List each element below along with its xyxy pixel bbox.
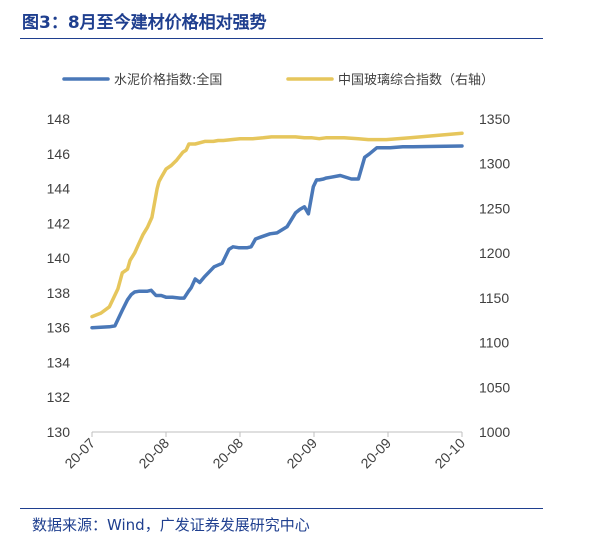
y-left-tick-label: 136: [47, 320, 71, 336]
x-tick-label: 20-09: [357, 435, 394, 472]
figure-title: 图3：8月至今建材价格相对强势: [22, 13, 267, 33]
source-note: 数据来源：Wind，广发证券发展研究中心: [32, 516, 310, 534]
series-line-cement-index: [90, 144, 464, 330]
x-tick-label: 20-09: [283, 435, 320, 472]
y-right-tick-label: 1100: [479, 335, 509, 351]
y-right-tick-label: 1300: [479, 156, 510, 172]
x-tick-label: 20-10: [431, 435, 468, 472]
legend: 水泥价格指数:全国 中国玻璃综合指数（右轴）: [62, 72, 494, 88]
series-line-glass-index: [90, 131, 464, 319]
y-right-tick-label: 1350: [479, 111, 510, 127]
y-left-tick-label: 138: [47, 285, 71, 301]
x-tick-label: 20-08: [135, 435, 172, 472]
y-right-tick-label: 1150: [479, 290, 509, 306]
source-divider: [20, 508, 543, 509]
y-right-tick-label: 1250: [479, 200, 510, 216]
legend-label: 水泥价格指数:全国: [114, 72, 222, 88]
y-right-tick-label: 1200: [479, 245, 510, 261]
x-tick-label: 20-07: [61, 435, 98, 472]
x-axis: 20-07 20-08 20-08 20-09 20-09 20-10: [61, 431, 468, 472]
legend-label: 中国玻璃综合指数（右轴）: [338, 73, 494, 88]
plot-area: [90, 131, 464, 330]
y-left-tick-label: 134: [47, 354, 71, 370]
chart-svg: 水泥价格指数:全国 中国玻璃综合指数（右轴） 130 132 134 136 138 140…: [47, 72, 511, 472]
x-tick-label: 20-08: [209, 435, 246, 472]
title-underline: [20, 38, 543, 39]
y-left-tick-label: 146: [47, 146, 71, 162]
y-left-tick-label: 144: [47, 181, 71, 197]
y-right-tick-label: 1000: [479, 424, 510, 440]
y-axis-right: 1000 1050 1100 1150 1200 1250 1300 1350: [479, 111, 510, 440]
y-left-tick-label: 140: [47, 250, 71, 266]
y-right-tick-label: 1050: [479, 379, 510, 395]
y-left-tick-label: 148: [47, 111, 71, 127]
y-left-tick-label: 132: [47, 389, 71, 405]
y-left-tick-label: 142: [47, 215, 71, 231]
y-axis-left: 130 132 134 136 138 140 142 144 146 148: [47, 111, 71, 440]
y-left-tick-label: 130: [47, 424, 71, 440]
